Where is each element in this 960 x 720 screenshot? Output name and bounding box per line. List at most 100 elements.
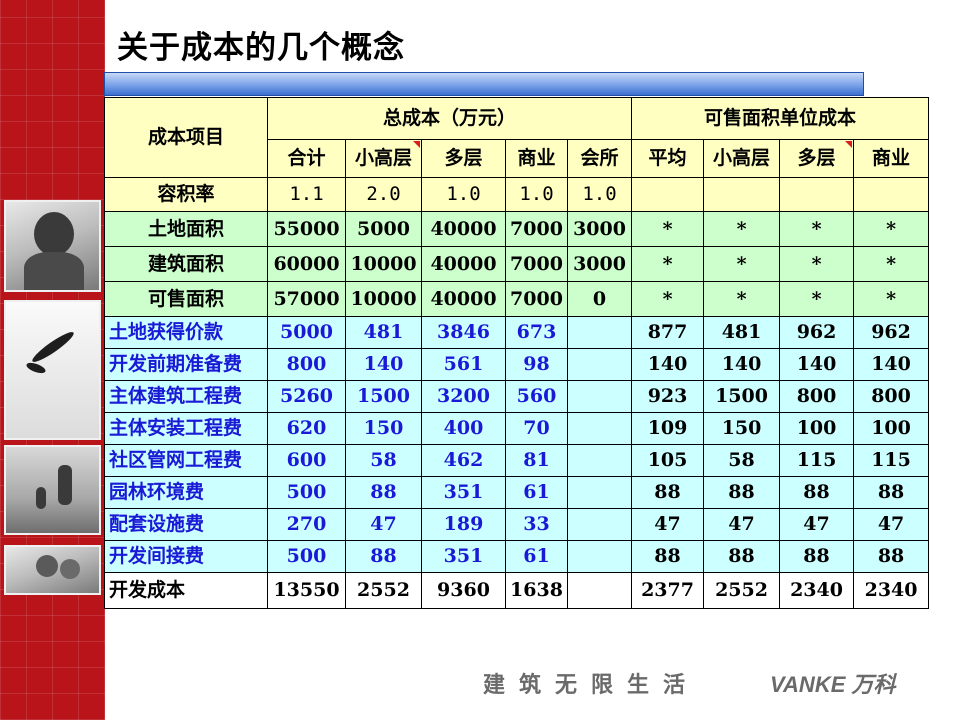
cost-total-cell: 500 — [267, 540, 346, 573]
cost-total-cell: 5260 — [267, 380, 346, 413]
cost-total-cell: 1500 — [345, 380, 422, 413]
plot-ratio-empty — [853, 177, 930, 212]
cost-total-cell: 140 — [345, 348, 422, 381]
cost-unit-cell: 88 — [779, 540, 855, 573]
cost-unit-cell: 100 — [779, 412, 855, 445]
cost-total-cell — [566, 508, 633, 541]
cost-unit-cell: 877 — [631, 316, 705, 349]
area-total-cell: 0 — [566, 281, 633, 317]
cost-total-cell — [566, 412, 633, 445]
plot-ratio-empty — [631, 177, 705, 212]
cost-total-cell: 270 — [267, 508, 346, 541]
cost-total-cell: 481 — [345, 316, 422, 349]
cost-row: 开发间接费 500 88 351 61 88 88 88 88 — [104, 540, 930, 573]
cost-total-cell: 81 — [505, 444, 568, 477]
cost-row: 配套设施费 270 47 189 33 47 47 47 47 — [104, 508, 930, 541]
cost-unit-cell: 88 — [779, 476, 855, 509]
diver-photo — [4, 300, 101, 440]
cost-total-cell: 88 — [345, 540, 422, 573]
header-col-unit-commercial: 商业 — [853, 139, 930, 178]
cost-unit-cell: 140 — [779, 348, 855, 381]
area-row: 建筑面积 60000 10000 40000 7000 3000 * * * * — [104, 246, 930, 282]
plot-ratio-value: 1.1 — [267, 177, 346, 212]
header-row-columns: 合计 小高层 多层 商业 会所 平均 小高层 多层 商业 — [104, 139, 930, 178]
cost-total-cell — [566, 540, 633, 573]
vanke-logo: VANKE 万科 — [770, 672, 896, 697]
area-unit-cell: * — [631, 246, 705, 282]
area-row-label: 建筑面积 — [104, 246, 268, 282]
cost-total-cell: 150 — [345, 412, 422, 445]
cost-total-cell: 61 — [505, 476, 568, 509]
area-unit-cell: * — [779, 246, 855, 282]
cost-total-cell: 47 — [345, 508, 422, 541]
area-row: 土地面积 55000 5000 40000 7000 3000 * * * * — [104, 211, 930, 247]
cost-row-label: 开发间接费 — [104, 540, 268, 573]
family-beach-photo — [4, 445, 101, 535]
cost-unit-cell: 800 — [853, 380, 930, 413]
header-col-high-rise: 小高层 — [345, 139, 422, 178]
area-total-cell: 40000 — [421, 211, 506, 247]
cost-row: 土地获得价款 5000 481 3846 673 877 481 962 962 — [104, 316, 930, 349]
left-decorative-strip — [0, 0, 105, 720]
cost-row: 社区管网工程费 600 58 462 81 105 58 115 115 — [104, 444, 930, 477]
cost-total-cell: 351 — [421, 476, 506, 509]
cost-unit-cell: 800 — [779, 380, 855, 413]
cost-unit-cell: 47 — [703, 508, 781, 541]
area-unit-cell: * — [703, 211, 781, 247]
plot-ratio-value: 1.0 — [421, 177, 506, 212]
cost-unit-cell: 105 — [631, 444, 705, 477]
cost-unit-cell: 962 — [779, 316, 855, 349]
cost-total-cell: 189 — [421, 508, 506, 541]
cost-total-cell — [566, 476, 633, 509]
cost-total-cell — [566, 444, 633, 477]
cost-row-label: 配套设施费 — [104, 508, 268, 541]
total-row-total-cell — [566, 572, 633, 609]
header-row-group: 成本项目 总成本（万元） 可售面积单位成本 — [104, 97, 930, 178]
cost-row: 园林环境费 500 88 351 61 88 88 88 88 — [104, 476, 930, 509]
cost-row: 主体安装工程费 620 150 400 70 109 150 100 100 — [104, 412, 930, 445]
cost-unit-cell: 140 — [631, 348, 705, 381]
area-unit-cell: * — [853, 281, 930, 317]
cost-unit-cell: 88 — [703, 476, 781, 509]
area-total-cell: 10000 — [345, 281, 422, 317]
cost-table: 成本项目 总成本（万元） 可售面积单位成本 合计 小高层 多层 商业 会所 平均… — [104, 97, 930, 609]
area-unit-cell: * — [853, 211, 930, 247]
area-unit-cell: * — [703, 281, 781, 317]
total-row-unit-cell: 2340 — [779, 572, 855, 609]
total-row: 开发成本 13550 2552 9360 1638 2377 2552 2340 2340 — [104, 572, 930, 609]
area-total-cell: 7000 — [505, 281, 568, 317]
cost-unit-cell: 47 — [853, 508, 930, 541]
cost-row-label: 开发前期准备费 — [104, 348, 268, 381]
cost-row: 主体建筑工程费 5260 1500 3200 560 923 1500 800 800 — [104, 380, 930, 413]
header-col-total: 合计 — [267, 139, 346, 178]
cost-row-label: 土地获得价款 — [104, 316, 268, 349]
cost-total-cell: 560 — [505, 380, 568, 413]
cost-row-label: 园林环境费 — [104, 476, 268, 509]
total-row-label: 开发成本 — [104, 572, 268, 609]
total-row-total-cell: 13550 — [267, 572, 346, 609]
cost-total-cell: 70 — [505, 412, 568, 445]
cost-total-cell: 462 — [421, 444, 506, 477]
cost-row-label: 主体安装工程费 — [104, 412, 268, 445]
area-total-cell: 57000 — [267, 281, 346, 317]
plot-ratio-row: 容积率 1.1 2.0 1.0 1.0 1.0 — [104, 177, 930, 212]
total-row-unit-cell: 2377 — [631, 572, 705, 609]
plot-ratio-value: 2.0 — [345, 177, 422, 212]
area-total-cell: 55000 — [267, 211, 346, 247]
total-row-total-cell: 9360 — [421, 572, 506, 609]
area-row-label: 可售面积 — [104, 281, 268, 317]
area-total-cell: 3000 — [566, 211, 633, 247]
area-row: 可售面积 57000 10000 40000 7000 0 * * * * — [104, 281, 930, 317]
plot-ratio-value: 1.0 — [505, 177, 568, 212]
page-title: 关于成本的几个概念 — [117, 30, 405, 66]
header-col-commercial: 商业 — [505, 139, 568, 178]
cost-row-label: 主体建筑工程费 — [104, 380, 268, 413]
area-total-cell: 60000 — [267, 246, 346, 282]
development-cost-row: 开发成本 13550 2552 9360 1638 2377 2552 2340 2340 — [104, 572, 930, 609]
header-unit-group: 可售面积单位成本 — [631, 97, 930, 140]
cost-total-cell: 620 — [267, 412, 346, 445]
area-unit-cell: * — [779, 281, 855, 317]
header-total-group: 总成本（万元） — [266, 97, 633, 140]
header-col-multi-storey: 多层 — [421, 139, 506, 178]
cost-total-cell: 351 — [421, 540, 506, 573]
